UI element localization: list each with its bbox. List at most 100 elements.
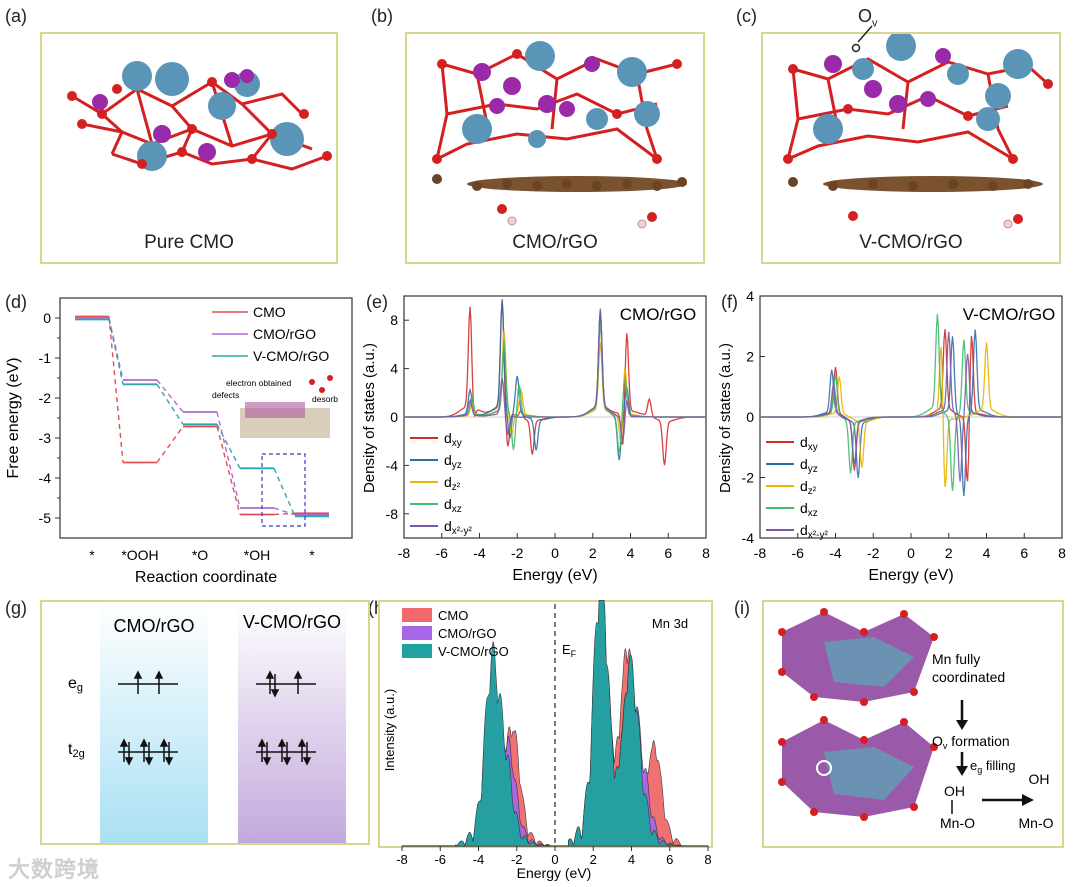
- e-xtick-label: 6: [664, 545, 672, 561]
- d-inset-desorb: desorb: [312, 394, 338, 404]
- h-xtick-label: 6: [666, 852, 673, 867]
- ov-arrow: [857, 25, 873, 43]
- e-ytick-label: 0: [390, 409, 398, 425]
- v-cmo-rgo-molecule-image: [783, 31, 1053, 229]
- e-xtick-label: -2: [511, 545, 524, 561]
- d-legend-v-cmo-rgo: V-CMO/rGO: [253, 348, 329, 364]
- e-title: CMO/rGO: [620, 305, 697, 324]
- label-g: (g): [5, 598, 27, 618]
- e-xtick-label: 2: [589, 545, 597, 561]
- d-ytick-label: -4: [39, 470, 52, 486]
- f-ylabel: Density of states (a.u.): [717, 343, 734, 493]
- f-legend-label: dxz: [800, 500, 818, 519]
- lattice-bottom-image: [782, 720, 934, 817]
- h-legend-v-cmo-rgo: V-CMO/rGO: [438, 644, 509, 659]
- f-xlabel: Energy (eV): [868, 567, 953, 584]
- d-inset-image: [240, 375, 333, 438]
- g-t2g-label: t2g: [68, 741, 85, 760]
- e-xtick-label: -4: [473, 545, 486, 561]
- e-series-dx²-y²: [404, 308, 706, 443]
- e-xtick-label: 8: [702, 545, 710, 561]
- dos-cmo-rgo-chart: -8 -6 -4 -2 0 2 4 6 8 -8 -4 0 4 8 CMO/rGO Density of …: [361, 295, 710, 584]
- d-legend-cmo-rgo: CMO/rGO: [253, 326, 316, 342]
- i-oh-right: OH: [1029, 771, 1050, 787]
- e-ytick-label: 4: [390, 361, 398, 377]
- h-xtick-label: -8: [396, 852, 408, 867]
- d-xlabel: Reaction coordinate: [135, 569, 277, 586]
- h-ef-label: EF: [562, 642, 577, 659]
- g-eg-label: eg: [68, 675, 83, 694]
- f-ytick-label: 0: [746, 409, 754, 425]
- h-ylabel: Intensity (a.u.): [382, 689, 397, 771]
- e-legend-label: dxz: [444, 496, 462, 515]
- i-mno-left: Mn-O: [940, 815, 975, 831]
- f-legend-label: dyz: [800, 456, 818, 475]
- f-legend-label: dz²: [800, 478, 817, 497]
- d-connector-v-cmo-rgo: [216, 423, 241, 469]
- d-inset-electron: electron obtained: [226, 378, 291, 388]
- e-legend-label: dz²: [444, 474, 461, 493]
- d-connector-cmo: [108, 316, 124, 463]
- h-xtick-label: 2: [590, 852, 597, 867]
- f-xtick-label: -6: [792, 545, 805, 561]
- d-ytick-label: 0: [43, 310, 51, 326]
- free-energy-chart: 0 -1 -2 -3 -4 -5 * *OOH *O *OH * Free energy (eV)…: [5, 297, 353, 586]
- d-ytick-label: -1: [39, 350, 52, 366]
- f-series-dx²-y²: [760, 331, 1062, 482]
- mn-3d-pdos-chart: -8 -6 -4 -2 0 2 4 6 8 EF Mn 3d Intensity (a.u.) …: [382, 600, 712, 881]
- d-connector-cmo-rgo: [216, 411, 241, 509]
- d-connector-cmo-rgo: [273, 507, 296, 516]
- f-ytick-label: -2: [742, 470, 755, 486]
- d-ytick-label: -2: [39, 390, 52, 406]
- i-oh-left: OH: [944, 783, 965, 799]
- f-xtick-label: 4: [983, 545, 991, 561]
- f-xtick-label: -8: [754, 545, 767, 561]
- i-mno-right: Mn-O: [1019, 815, 1054, 831]
- e-legend-label: dx²-y²: [444, 518, 472, 537]
- e-ytick-label: -4: [386, 457, 399, 473]
- f-xtick-label: 6: [1020, 545, 1028, 561]
- pure-cmo-molecule-image: [67, 61, 332, 171]
- i-eg-filling: eg filling: [970, 758, 1016, 775]
- d-connector-cmo: [273, 512, 296, 516]
- e-legend-label: dyz: [444, 452, 462, 471]
- watermark: 大数跨境: [8, 857, 101, 882]
- d-xtick-label: *O: [192, 547, 208, 563]
- f-xtick-label: 2: [945, 545, 953, 561]
- e-xtick-label: 0: [551, 545, 559, 561]
- f-ytick-label: 2: [746, 349, 754, 365]
- d-xtick-label: *: [309, 547, 315, 563]
- h-xtick-label: 8: [704, 852, 711, 867]
- panel-i-mechanism: Mn fully coordinated Ov formation eg fil…: [762, 600, 1064, 848]
- g-col1: CMO/rGO: [114, 616, 195, 636]
- d-xtick-label: *OH: [244, 547, 270, 563]
- h-xtick-label: 0: [551, 852, 558, 867]
- d-xtick-label: *OOH: [121, 547, 158, 563]
- vacancy-circle: [816, 760, 832, 776]
- cmo-rgo-molecule-image: [432, 41, 687, 229]
- e-ytick-label: 8: [390, 312, 398, 328]
- ov-label: Ov: [858, 6, 878, 30]
- e-xlabel: Energy (eV): [512, 567, 597, 584]
- label-f: (f): [721, 292, 738, 312]
- d-legend-cmo: CMO: [253, 304, 286, 320]
- lattice-top-image: [782, 612, 934, 702]
- f-ytick-label: -4: [742, 530, 755, 546]
- f-xtick-label: 0: [907, 545, 915, 561]
- label-c: (c): [736, 6, 757, 26]
- label-d: (d): [5, 292, 27, 312]
- i-ov-formation: Ov formation: [932, 733, 1010, 751]
- e-xtick-label: -8: [398, 545, 411, 561]
- d-connector-cmo: [216, 426, 241, 515]
- label-b: (b): [371, 6, 393, 26]
- h-tag: Mn 3d: [652, 616, 688, 631]
- dos-v-cmo-rgo-chart: -8 -6 -4 -2 0 2 4 6 8 -4 -2 0 2 4 V-CMO/rGO Density o…: [717, 290, 1066, 584]
- h-xtick-label: 4: [628, 852, 635, 867]
- f-xtick-label: -4: [829, 545, 842, 561]
- d-highlight-box: [261, 453, 306, 527]
- mechanism-diagram: Mn fully coordinated Ov formation eg fil…: [778, 608, 1054, 831]
- d-connector-cmo-rgo: [156, 379, 184, 413]
- f-ytick-label: 4: [746, 290, 754, 304]
- d-ytick-label: -5: [39, 510, 52, 526]
- orbital-diagram: CMO/rGO V-CMO/rGO eg t2g: [68, 602, 346, 843]
